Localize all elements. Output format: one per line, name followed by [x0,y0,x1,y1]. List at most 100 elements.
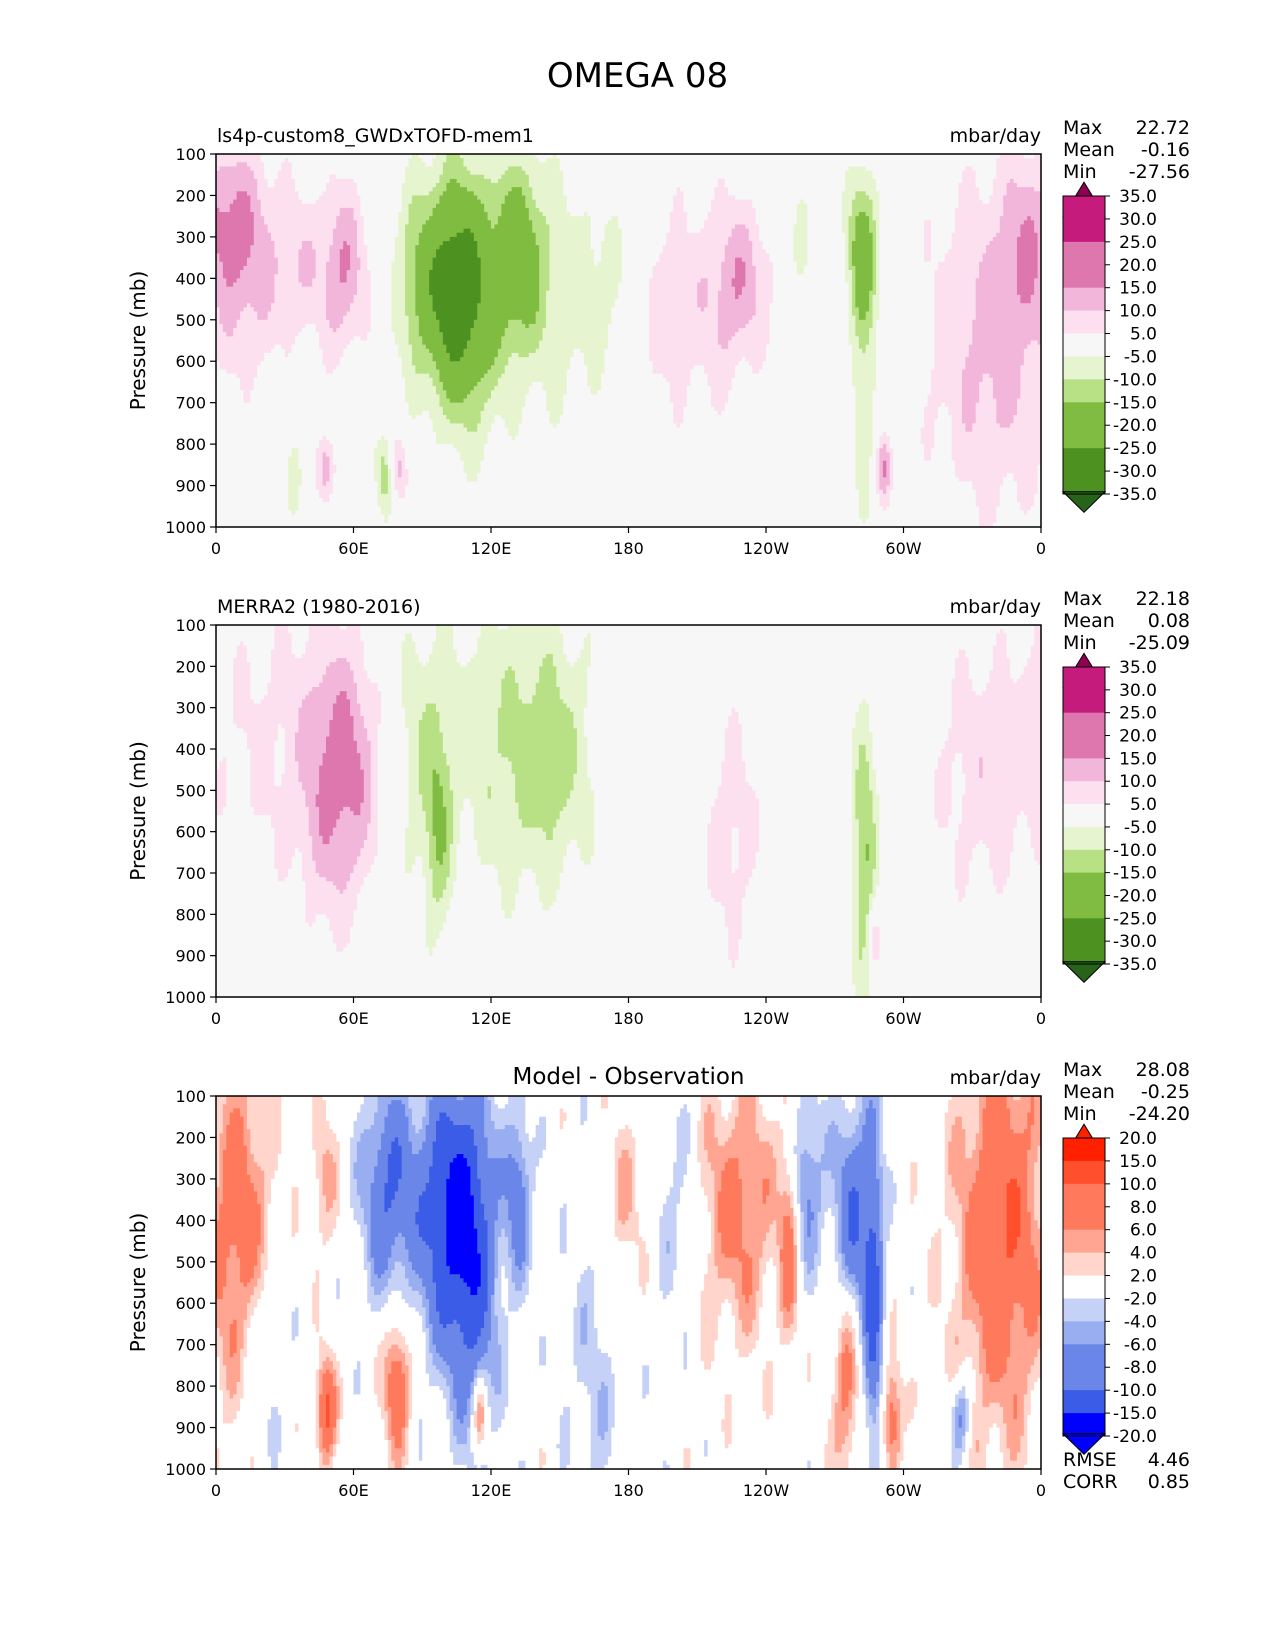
field-cell [855,1191,860,1242]
field-cell [226,625,231,998]
field-cell [226,154,231,168]
field-cell [504,1278,509,1317]
field-cell [508,1154,513,1221]
field-cell [370,1125,375,1184]
field-cell [350,340,355,528]
field-cell [477,637,482,858]
field-cell [329,1207,334,1238]
field-cell [817,154,822,528]
field-cell [315,806,320,874]
colorbar-segment [1063,1275,1105,1299]
panel-subtitle: ls4p-custom8_GWDxTOFD-mem1 [217,125,534,147]
field-cell [350,670,355,717]
field-cell [350,154,355,180]
field-cell [405,1344,410,1366]
field-cell [480,1203,485,1329]
field-cell [680,1187,685,1470]
field-cell [741,897,746,998]
field-cell [680,154,685,192]
field-cell [927,1303,932,1470]
field-cell [456,232,461,362]
field-cell [246,166,251,197]
field-cell [920,1096,925,1470]
field-cell [618,154,623,230]
field-cell [996,506,1001,528]
field-cell [831,1394,836,1470]
field-cell [446,398,451,420]
field-cell [656,1096,661,1470]
field-cell [955,1096,960,1118]
field-cell [1023,815,1028,998]
field-cell [882,625,887,998]
field-cell [542,658,547,833]
field-cell [473,1145,478,1230]
field-cell [226,1423,231,1470]
field-cell [449,1162,454,1275]
field-cell [470,1096,475,1130]
field-cell [580,352,585,528]
field-cell [246,1303,251,1329]
field-cell [446,154,451,184]
field-cell [384,1116,389,1184]
field-cell [590,394,595,528]
field-cell [463,166,468,188]
field-cell [439,625,444,734]
x-tick-label: 120W [743,1481,790,1500]
field-cell [872,897,877,928]
field-cell [965,1274,970,1321]
field-cell [1003,625,1008,634]
field-cell [518,357,523,424]
field-cell [711,897,716,998]
field-cell [246,257,251,304]
field-cell [487,1100,492,1159]
field-cell [886,506,891,528]
field-cell [394,439,399,491]
y-tick-label: 200 [175,657,206,676]
field-cell [264,224,269,321]
field-cell [649,1096,654,1470]
field-cell [855,1311,860,1366]
field-cell [394,1137,399,1192]
stat-value: 22.18 [1136,588,1190,610]
field-cell [425,625,430,663]
field-cell [291,653,296,858]
field-cell [855,307,860,337]
field-cell [611,154,616,217]
field-cell [374,1294,379,1313]
field-cell [257,1299,262,1470]
field-cell [587,1394,592,1470]
field-cell [752,1319,757,1350]
field-cell [329,1129,334,1155]
field-cell [707,1096,712,1105]
field-cell [253,1286,258,1308]
field-cell [707,386,712,528]
field-cell [937,757,942,829]
field-cell [889,154,894,449]
field-cell [233,328,238,375]
field-cell [961,794,966,899]
field-cell [865,1377,870,1400]
field-cell [436,625,441,713]
y-tick-label: 600 [175,1294,206,1313]
field-cell [329,444,334,495]
field-cell [975,625,980,696]
field-cell [587,1096,592,1267]
field-cell [683,154,688,213]
field-cell [872,1108,877,1234]
field-cell [422,1116,427,1143]
field-cell [326,319,331,375]
field-cell [707,1162,712,1213]
field-cell [621,1129,626,1151]
field-cell [855,1125,860,1147]
field-cell [216,1328,221,1358]
field-cell [439,195,444,246]
field-cell [240,1282,245,1350]
field-cell [989,154,994,197]
field-cell [762,1241,767,1275]
field-cell [446,1419,451,1470]
field-cell [728,715,733,961]
field-cell [298,852,303,998]
field-cell [686,1448,691,1470]
field-cell [429,1386,434,1470]
